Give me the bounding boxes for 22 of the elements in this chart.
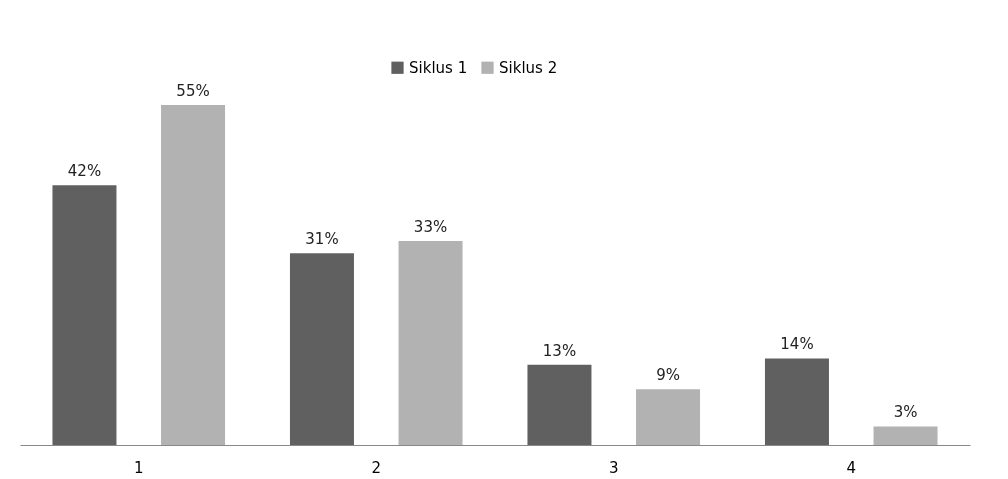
x-tick-label: 3 [608,458,619,477]
data-label: 14% [780,335,814,354]
data-label: 13% [542,341,577,360]
data-label: 9% [656,366,680,385]
x-tick-label: 2 [371,458,382,477]
bar [636,389,701,445]
data-label: 55% [176,82,210,100]
bar [52,185,117,445]
bar [398,241,463,445]
bar [764,358,829,445]
legend-label: Siklus 2 [499,58,558,77]
bar [873,426,938,445]
bar [289,253,354,445]
bar [527,364,592,445]
data-label: 31% [305,230,339,249]
x-tick-label: 4 [846,458,857,477]
x-tick-label: 1 [133,458,144,477]
data-label: 3% [893,403,918,422]
data-label: 33% [413,218,448,236]
data-label: 42% [67,162,102,181]
bar [161,105,226,445]
legend-label: Siklus 1 [409,58,468,77]
